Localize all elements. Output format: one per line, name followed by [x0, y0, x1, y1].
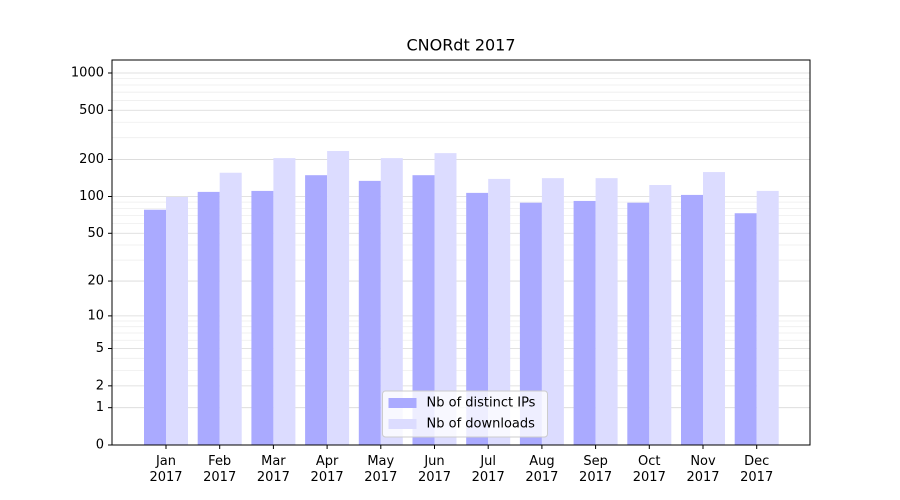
bar: [703, 172, 725, 445]
y-tick-label: 100: [79, 189, 104, 204]
x-tick-label: Apr 2017: [311, 454, 344, 485]
y-tick-label: 0: [96, 438, 104, 453]
x-tick-label: Dec 2017: [740, 454, 773, 485]
bar: [488, 178, 511, 446]
bar: [273, 158, 296, 445]
y-tick-label: 500: [79, 103, 104, 118]
bar: [734, 213, 757, 445]
bar: [144, 209, 166, 445]
y-tick-label: 20: [87, 274, 104, 289]
bar: [327, 151, 350, 445]
bar: [681, 194, 703, 445]
legend-swatch: [388, 398, 417, 408]
y-tick-label: 1: [96, 400, 104, 415]
bar: [166, 197, 188, 445]
bar: [434, 153, 457, 445]
bar: [219, 172, 242, 446]
bar: [573, 200, 596, 445]
chart-title: CNORdt 2017: [406, 36, 515, 55]
y-tick-label: 2: [96, 378, 104, 393]
plot-frame: [111, 59, 811, 446]
bar: [627, 202, 650, 445]
bar: [251, 190, 274, 445]
legend-label: Nb of distinct IPs: [427, 396, 536, 411]
x-tick-label: Mar 2017: [257, 454, 290, 485]
x-tick-label: Feb 2017: [203, 454, 236, 485]
bar: [541, 178, 564, 446]
bar: [305, 175, 328, 445]
bar: [358, 180, 381, 445]
legend-frame: [382, 390, 548, 438]
bar: [756, 190, 779, 445]
y-tick-label: 50: [87, 226, 104, 241]
legend: Nb of distinct IPs Nb of downloads: [382, 390, 548, 438]
x-tick-label: Nov 2017: [686, 454, 719, 485]
legend-label: Nb of downloads: [427, 417, 536, 432]
legend-swatch: [388, 419, 417, 429]
bar: [466, 192, 489, 445]
bar: [412, 175, 435, 445]
x-tick-label: Jan 2017: [149, 454, 182, 485]
bar: [595, 178, 618, 446]
y-tick-label: 200: [79, 152, 104, 167]
bar: [649, 185, 672, 445]
x-tick-label: Aug 2017: [525, 454, 558, 485]
y-tick-label: 1000: [71, 65, 104, 80]
x-tick-label: Oct 2017: [633, 454, 666, 485]
x-tick-label: May 2017: [364, 454, 397, 485]
x-tick-label: Jul 2017: [472, 454, 505, 485]
bar: [519, 202, 542, 445]
bar: [380, 158, 403, 445]
y-tick-label: 10: [87, 308, 104, 323]
x-tick-label: Sep 2017: [579, 454, 612, 485]
y-tick-label: 5: [96, 341, 104, 356]
bar: [197, 191, 220, 445]
x-tick-label: Jun 2017: [418, 454, 451, 485]
